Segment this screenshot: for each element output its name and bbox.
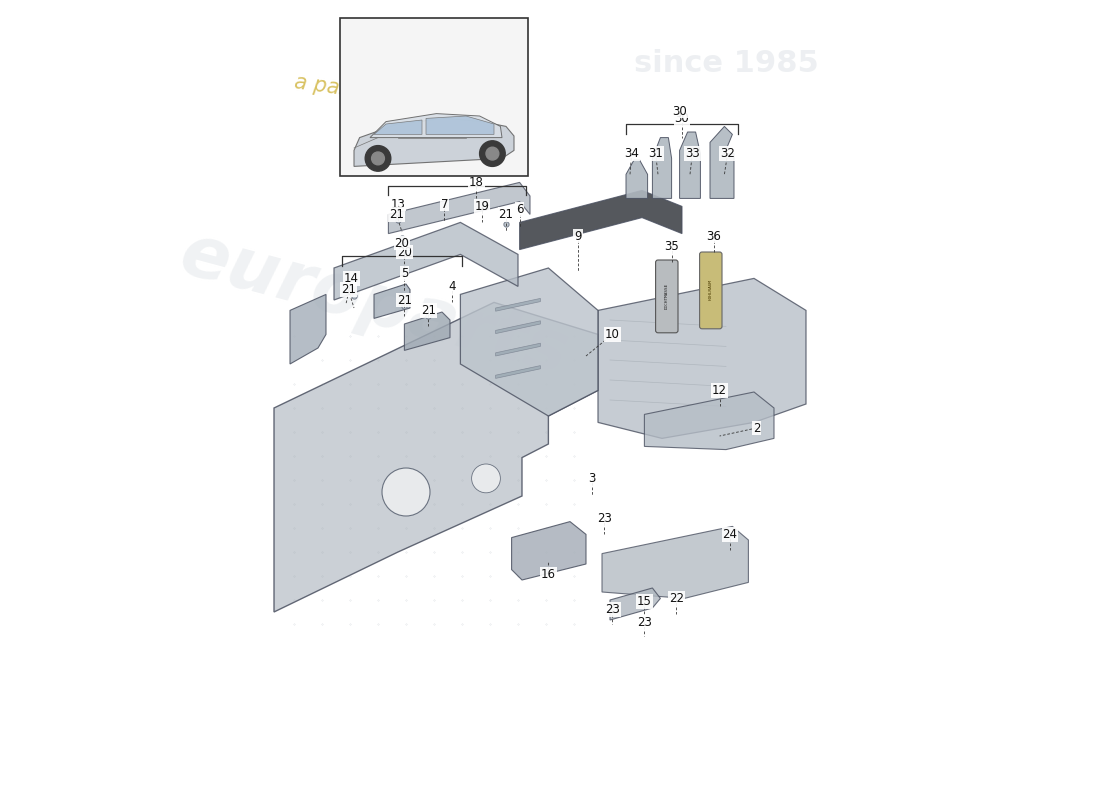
Text: 2: 2 — [752, 422, 760, 434]
Text: a passion for Parts: a passion for Parts — [293, 73, 487, 119]
Text: 16: 16 — [541, 568, 556, 581]
Text: 30: 30 — [672, 105, 688, 118]
Text: 21: 21 — [341, 283, 356, 296]
Polygon shape — [374, 120, 422, 134]
FancyBboxPatch shape — [700, 252, 722, 329]
Polygon shape — [496, 321, 540, 334]
Text: 6: 6 — [516, 203, 524, 216]
Polygon shape — [496, 298, 540, 311]
Polygon shape — [626, 160, 648, 198]
Text: 23: 23 — [597, 512, 612, 525]
Text: 21: 21 — [397, 294, 411, 306]
Text: 23: 23 — [637, 616, 652, 629]
Circle shape — [382, 468, 430, 516]
Polygon shape — [426, 116, 494, 134]
Polygon shape — [512, 522, 586, 580]
Text: 21: 21 — [421, 304, 436, 317]
Polygon shape — [598, 278, 806, 438]
Polygon shape — [496, 366, 540, 378]
Text: 10: 10 — [605, 328, 619, 341]
Text: 13: 13 — [390, 198, 406, 210]
Text: 20: 20 — [395, 237, 409, 250]
Text: 14: 14 — [344, 272, 359, 285]
Polygon shape — [461, 268, 598, 416]
Text: europarts: europarts — [173, 219, 575, 389]
Text: 5: 5 — [400, 267, 408, 280]
Text: 20: 20 — [397, 246, 411, 258]
Text: 33: 33 — [685, 147, 700, 160]
Text: 3: 3 — [587, 472, 595, 485]
Polygon shape — [334, 222, 518, 300]
Polygon shape — [519, 190, 682, 250]
Polygon shape — [652, 138, 672, 198]
FancyBboxPatch shape — [340, 18, 528, 176]
Polygon shape — [405, 312, 450, 350]
Text: 24: 24 — [723, 528, 737, 541]
Text: 21: 21 — [389, 208, 404, 221]
Text: 19: 19 — [474, 200, 490, 213]
Circle shape — [486, 147, 498, 160]
Polygon shape — [496, 343, 540, 356]
Circle shape — [480, 141, 505, 166]
Text: 31: 31 — [648, 147, 663, 160]
Text: 18: 18 — [469, 176, 484, 189]
Text: 22: 22 — [669, 592, 684, 605]
Text: since 1985: since 1985 — [634, 50, 818, 78]
Text: 36: 36 — [706, 230, 722, 242]
Polygon shape — [290, 294, 326, 364]
Circle shape — [472, 464, 500, 493]
Polygon shape — [388, 182, 530, 234]
Text: 30: 30 — [674, 112, 690, 125]
Text: 12: 12 — [712, 384, 727, 397]
Polygon shape — [645, 392, 774, 450]
Text: DICHTMASSE: DICHTMASSE — [664, 283, 669, 309]
Polygon shape — [370, 114, 502, 138]
Circle shape — [372, 152, 384, 165]
Text: 15: 15 — [637, 595, 652, 608]
Text: 34: 34 — [624, 147, 639, 160]
Text: 21: 21 — [498, 208, 514, 221]
Text: 4: 4 — [449, 280, 456, 293]
Text: 18: 18 — [451, 166, 465, 179]
Polygon shape — [710, 126, 734, 198]
Polygon shape — [274, 302, 598, 612]
Polygon shape — [680, 132, 701, 198]
Text: 32: 32 — [720, 147, 735, 160]
Text: 7: 7 — [441, 198, 448, 210]
Text: HOHLRAUM: HOHLRAUM — [708, 279, 713, 300]
Polygon shape — [610, 588, 660, 620]
Circle shape — [365, 146, 390, 171]
Polygon shape — [354, 118, 514, 166]
Text: 35: 35 — [664, 240, 679, 253]
Text: 23: 23 — [605, 603, 619, 616]
FancyBboxPatch shape — [656, 260, 678, 333]
Polygon shape — [374, 284, 410, 318]
Text: 9: 9 — [574, 230, 582, 242]
Polygon shape — [602, 526, 748, 598]
